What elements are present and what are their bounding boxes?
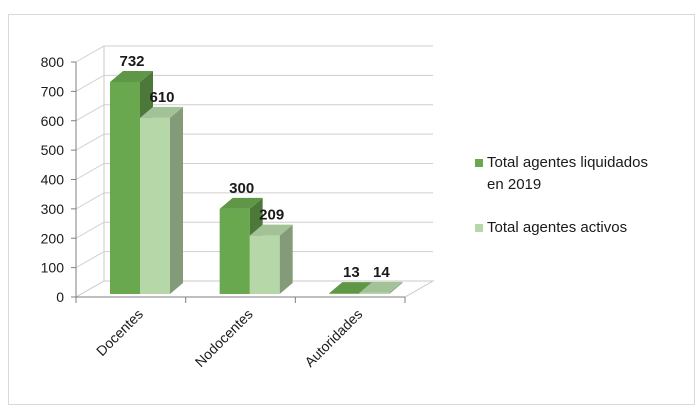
bars [110,70,403,294]
data-label: 13 [343,264,360,281]
y-tick-label: 400 [41,172,65,188]
gridline [75,192,433,210]
legend-swatch [475,224,483,232]
data-label: 209 [259,207,284,224]
y-tick-label: 200 [41,230,65,246]
gridline [75,45,433,63]
y-tick-label: 800 [41,54,65,70]
bar [359,292,390,294]
y-tick-label: 100 [41,260,65,276]
y-tick-label: 500 [41,142,65,158]
gridline [75,133,433,151]
bar-side [170,106,183,294]
bar [219,208,250,294]
x-tick-label: Autoridades [301,306,365,370]
bar [140,117,170,294]
gridline [75,251,433,269]
data-label: 732 [119,53,144,70]
gridlines [75,45,433,269]
legend-label: Total agentes liquidados [487,154,648,171]
bar-top [329,282,373,294]
y-tick-label: 700 [41,83,65,99]
bar-side [389,281,403,294]
bar [110,81,140,294]
x-tick-label: Nodocentes [192,306,256,370]
y-tick-label: 600 [41,113,65,129]
gridline [75,104,433,122]
bar [249,235,280,294]
y-tick-label: 0 [56,289,64,305]
gridline [75,163,433,180]
legend: Total agentes liquidados en 2019 Total age… [475,154,648,236]
y-tick-label: 300 [41,201,65,217]
bar-top [359,281,403,293]
gridline [75,221,433,239]
x-tick-label: Docentes [93,306,146,359]
data-labels: 732 610 300 209 13 14 [119,53,390,281]
data-label: 300 [229,180,254,197]
bar-top [110,70,153,82]
bar-top [219,197,263,209]
data-label: 14 [373,264,390,281]
legend-swatch [475,159,483,167]
bar [329,293,360,294]
x-axis: Docentes Nodocentes Autoridades [75,296,406,370]
y-axis: 0 100 200 300 400 500 600 700 800 [41,54,77,305]
data-label: 610 [149,89,174,106]
legend-label: en 2019 [487,176,541,193]
gridline [75,74,433,92]
bar-top [249,224,293,236]
bar-side [279,224,293,294]
bar-top [140,106,183,118]
legend-label: Total agentes activos [487,219,627,236]
